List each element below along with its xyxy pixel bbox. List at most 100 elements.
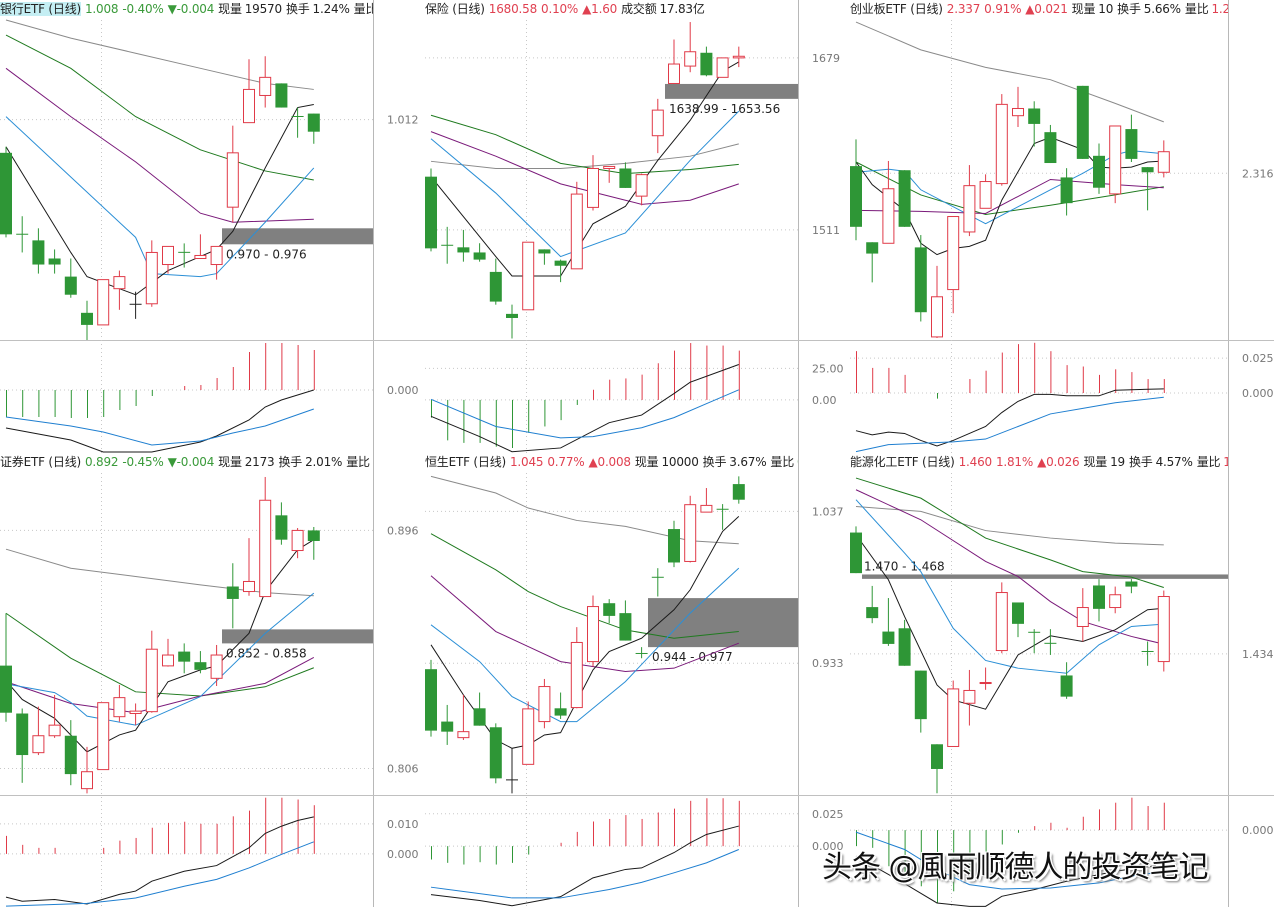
candlestick[interactable] [554,259,567,283]
candlestick[interactable] [1076,85,1089,159]
candlestick[interactable] [538,249,551,265]
candlestick[interactable] [1109,125,1122,204]
security-name[interactable]: 保险 (日线) [425,2,485,16]
candlestick[interactable] [210,245,223,280]
candlestick[interactable] [1012,86,1024,128]
candlestick[interactable] [457,229,470,262]
candlestick[interactable] [898,170,911,227]
candlestick[interactable] [178,243,191,268]
chart-panel[interactable]: 1.037 0.933 0.944 - 0.977 0.025 0.000 [425,453,850,907]
candlestick[interactable] [210,644,223,686]
candlestick[interactable] [162,245,174,274]
candlestick[interactable] [635,173,648,206]
security-name[interactable]: 创业板ETF (日线) [850,2,943,16]
candlestick[interactable] [425,659,437,737]
candlestick[interactable] [963,165,976,237]
candlestick[interactable] [0,146,12,238]
candlestick[interactable] [651,568,664,597]
candlestick[interactable] [866,242,879,283]
candlestick[interactable] [850,139,862,241]
candlestick[interactable] [995,582,1008,654]
candlestick[interactable] [113,270,126,310]
candlestick[interactable] [226,563,239,629]
candlestick[interactable] [995,94,1008,186]
candlestick[interactable] [64,720,77,786]
candlestick[interactable] [587,595,599,667]
candlestick[interactable] [931,265,943,338]
candlestick[interactable] [275,83,288,108]
candlestick[interactable] [1012,602,1024,638]
candlestick[interactable] [1125,579,1138,594]
candlestick[interactable] [32,706,45,756]
candlestick[interactable] [587,155,599,211]
candlestick[interactable] [489,723,502,784]
candlestick[interactable] [32,228,45,274]
candlestick[interactable] [0,613,12,722]
candlestick[interactable] [489,258,502,305]
candlestick[interactable] [898,619,911,666]
candlestick[interactable] [1109,586,1122,614]
candlestick[interactable] [259,56,272,108]
candlestick[interactable] [914,670,927,733]
candlestick[interactable] [129,291,142,319]
candlestick[interactable] [1157,140,1170,178]
candlestick[interactable] [16,216,29,253]
candlestick[interactable] [668,39,680,84]
candlestick[interactable] [16,708,29,783]
candlestick[interactable] [1141,641,1154,666]
chart-panel[interactable]: 0.896 0.806 0.852 - 0.858 0.010 0.000 [0,453,425,907]
candlestick[interactable] [979,667,992,690]
candlestick[interactable] [1125,114,1138,162]
chart-panel[interactable]: 1679 1511 1638.99 - 1653.56 25.00 0.00 [425,0,850,453]
candlestick[interactable] [866,585,879,624]
candlestick[interactable] [684,22,697,73]
candlestick[interactable] [979,174,992,209]
candlestick[interactable] [947,680,960,747]
candlestick[interactable] [194,234,207,259]
candlestick[interactable] [651,98,664,154]
candlestick[interactable] [243,59,255,124]
candlestick[interactable] [635,647,648,659]
security-name[interactable]: 证券ETF (日线) [0,455,81,469]
candlestick[interactable] [716,57,729,78]
candlestick[interactable] [129,703,142,726]
security-name[interactable]: 银行ETF (日线) [0,2,81,16]
candlestick[interactable] [113,684,126,722]
candlestick[interactable] [1141,167,1154,211]
candlestick[interactable] [81,300,93,340]
candlestick[interactable] [963,669,976,726]
candlestick[interactable] [81,746,93,794]
candlestick[interactable] [1028,629,1041,654]
candlestick[interactable] [243,538,255,596]
chart-panel[interactable]: 1.012 0.970 - 0.976 0.000 [0,0,425,453]
candlestick[interactable] [570,627,583,709]
candlestick[interactable] [603,599,616,624]
candlestick[interactable] [1060,662,1073,699]
candlestick[interactable] [291,107,304,138]
candlestick[interactable] [506,748,518,794]
candlestick[interactable] [850,526,862,574]
candlestick[interactable] [97,702,110,771]
candlestick[interactable] [1093,579,1105,622]
candlestick[interactable] [732,476,745,504]
candlestick[interactable] [307,113,320,144]
candlestick[interactable] [441,704,454,745]
candlestick[interactable] [1044,124,1057,164]
candlestick[interactable] [931,744,943,794]
candlestick[interactable] [48,694,61,738]
candlestick[interactable] [473,243,486,262]
candlestick[interactable] [538,678,551,729]
candlestick[interactable] [48,249,61,274]
security-name[interactable]: 能源化工ETF (日线) [850,455,955,469]
candlestick[interactable] [457,694,470,740]
candlestick[interactable] [425,168,437,252]
candlestick[interactable] [700,488,713,513]
candlestick[interactable] [441,226,454,264]
security-name[interactable]: 恒生ETF (日线) [425,455,506,469]
candlestick[interactable] [1157,590,1170,672]
candlestick[interactable] [145,630,158,713]
candlestick[interactable] [275,502,288,545]
candlestick[interactable] [882,160,895,244]
candlestick[interactable] [226,125,239,223]
candlestick[interactable] [1093,143,1105,194]
